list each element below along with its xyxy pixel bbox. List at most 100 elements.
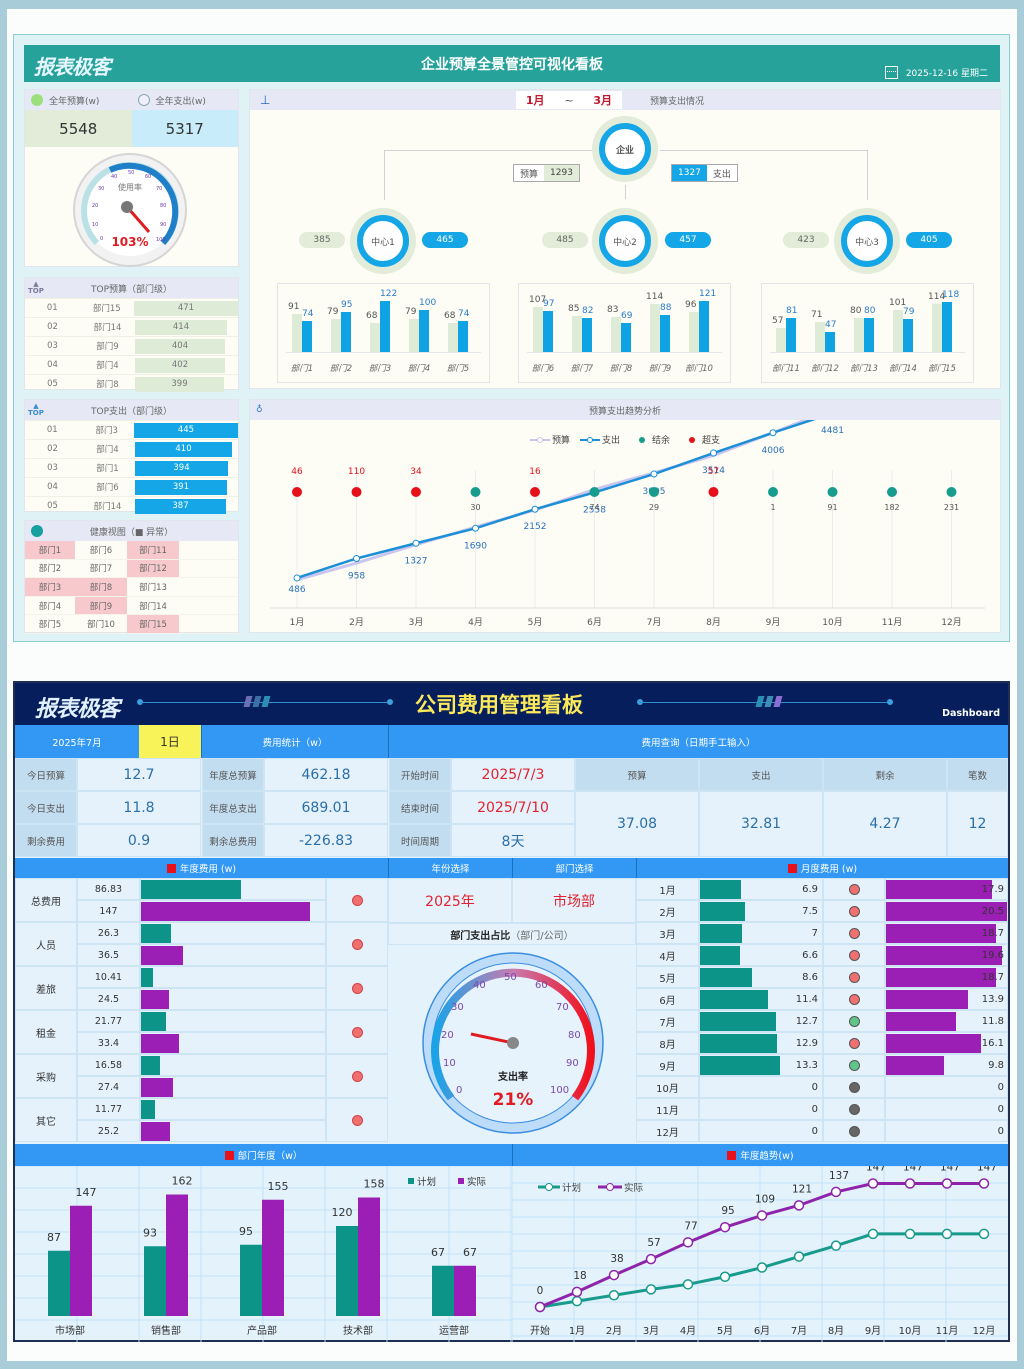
center1-budget-pill: 385 bbox=[299, 232, 345, 248]
annual-spend-value: 5317 bbox=[131, 110, 238, 147]
center2-spend-pill: 457 bbox=[665, 232, 711, 248]
svg-text:40: 40 bbox=[473, 980, 486, 991]
ranking-row[interactable]: 03 部门9 404 bbox=[25, 336, 238, 355]
ranking-row[interactable]: 02 部门4 410 bbox=[25, 439, 238, 458]
ranking-row[interactable]: 03 部门1 394 bbox=[25, 458, 238, 477]
today-value: 11.8 bbox=[77, 791, 201, 824]
status-indicator bbox=[823, 1010, 885, 1032]
center2-budget-pill: 485 bbox=[542, 232, 588, 248]
budget-icon bbox=[31, 94, 43, 106]
query-field-input[interactable]: 2025/7/3 bbox=[451, 758, 575, 791]
health-cell[interactable]: 部门4 bbox=[25, 597, 75, 616]
expense-category: 差旅 bbox=[15, 966, 77, 1010]
dept-label: 部门6 bbox=[531, 364, 555, 374]
stats-label: 年度总支出 bbox=[202, 791, 264, 824]
svg-text:预算: 预算 bbox=[552, 434, 570, 446]
svg-text:67: 67 bbox=[431, 1246, 445, 1259]
svg-text:110: 110 bbox=[348, 467, 365, 477]
ranking-row[interactable]: 01 部门15 471 bbox=[25, 298, 238, 317]
today-value: 0.9 bbox=[77, 824, 201, 857]
svg-text:120: 120 bbox=[332, 1206, 353, 1219]
svg-text:6月: 6月 bbox=[587, 617, 602, 628]
expense-dashboard-header: 报表极客 公司费用管理看板 Dashboard bbox=[15, 683, 1008, 725]
svg-text:12月: 12月 bbox=[973, 1325, 996, 1337]
svg-text:77: 77 bbox=[684, 1220, 697, 1232]
health-cell[interactable]: 部门11 bbox=[127, 541, 179, 560]
annual-budget-header: 全年预算(w) bbox=[25, 94, 132, 107]
page-title: 公司费用管理看板 bbox=[415, 693, 583, 717]
health-cell[interactable]: 部门7 bbox=[75, 560, 127, 579]
svg-text:10月: 10月 bbox=[899, 1325, 922, 1337]
svg-text:80: 80 bbox=[568, 1030, 581, 1041]
svg-text:2月: 2月 bbox=[606, 1325, 622, 1337]
svg-text:121: 121 bbox=[792, 1183, 812, 1195]
stats-label: 年度总预算 bbox=[202, 758, 264, 791]
org-node-center1[interactable]: 中心1 bbox=[350, 208, 416, 274]
today-label: 剩余费用 bbox=[15, 824, 77, 857]
svg-text:1月: 1月 bbox=[290, 617, 305, 628]
svg-text:10月: 10月 bbox=[822, 617, 842, 628]
calendar-icon bbox=[884, 66, 898, 79]
org-node-enterprise[interactable]: 企业 bbox=[592, 116, 658, 182]
month-header: 2025年7月 bbox=[15, 725, 139, 758]
stats-value: 689.01 bbox=[264, 791, 388, 824]
svg-text:市场部: 市场部 bbox=[55, 1324, 85, 1337]
ranking-row[interactable]: 04 部门6 391 bbox=[25, 477, 238, 496]
health-cell[interactable]: 部门3 bbox=[25, 578, 75, 597]
ranking-row[interactable]: 02 部门14 414 bbox=[25, 317, 238, 336]
dept-label: 部门2 bbox=[329, 364, 353, 374]
health-cell[interactable]: 部门13 bbox=[127, 578, 179, 597]
ranking-row[interactable]: 05 部门8 399 bbox=[25, 374, 238, 393]
year-select[interactable]: 2025年 bbox=[388, 878, 512, 923]
svg-text:30: 30 bbox=[470, 503, 480, 512]
svg-text:158: 158 bbox=[364, 1178, 385, 1191]
logo: 报表极客 bbox=[34, 55, 111, 79]
org-node-center2[interactable]: 中心2 bbox=[592, 208, 658, 274]
ranking-row[interactable]: 04 部门4 402 bbox=[25, 355, 238, 374]
dept-annual-chart: 87 147 市场部 93 162 销售部 95 155 产品部 120 158 技术部 67 67 运营部… bbox=[15, 1166, 512, 1342]
enterprise-spend-box: 1327 支出 bbox=[671, 164, 738, 182]
svg-text:超支: 超支 bbox=[702, 434, 720, 446]
day-selector[interactable]: 1日 bbox=[139, 725, 201, 758]
svg-text:20: 20 bbox=[441, 1030, 454, 1041]
ranking-row[interactable]: 01 部门3 445 bbox=[25, 420, 238, 439]
month-range-selector[interactable]: 1月 ~3月 bbox=[516, 91, 622, 109]
svg-text:40: 40 bbox=[111, 174, 117, 180]
dept-label: 部门7 bbox=[570, 364, 594, 374]
expense-category: 总费用 bbox=[15, 878, 77, 922]
health-cell[interactable]: 部门9 bbox=[75, 596, 127, 616]
annual-spend-header: 全年支出(w) bbox=[132, 94, 239, 107]
dept-label: 部门3 bbox=[368, 364, 392, 374]
health-cell[interactable]: 部门15 bbox=[127, 615, 179, 634]
svg-text:8月: 8月 bbox=[706, 617, 721, 628]
svg-text:3514: 3514 bbox=[702, 466, 725, 476]
svg-text:3月: 3月 bbox=[409, 617, 424, 628]
health-cell[interactable]: 部门6 bbox=[75, 541, 127, 560]
query-field-input[interactable]: 2025/7/10 bbox=[451, 791, 575, 824]
svg-text:产品部: 产品部 bbox=[247, 1324, 277, 1337]
svg-text:137: 137 bbox=[829, 1170, 849, 1182]
svg-text:90: 90 bbox=[160, 222, 166, 228]
health-cell[interactable]: 部门10 bbox=[75, 615, 127, 634]
svg-text:95: 95 bbox=[239, 1225, 253, 1238]
dept-ratio-title: 部门支出占比 （部门/公司） bbox=[388, 923, 636, 945]
svg-text:80: 80 bbox=[160, 203, 166, 209]
page-title: 企业预算全景管控可视化看板 bbox=[421, 57, 603, 73]
health-cell[interactable]: 部门12 bbox=[127, 559, 179, 579]
svg-text:支出率: 支出率 bbox=[497, 1070, 528, 1083]
query-field-input[interactable]: 8天 bbox=[451, 824, 575, 857]
health-cell[interactable]: 部门8 bbox=[75, 578, 127, 597]
svg-text:实际: 实际 bbox=[467, 1176, 487, 1188]
svg-text:90: 90 bbox=[566, 1058, 579, 1069]
health-cell[interactable]: 部门2 bbox=[25, 560, 75, 579]
dept-select[interactable]: 市场部 bbox=[512, 878, 636, 923]
status-indicator bbox=[823, 1120, 885, 1142]
stats-label: 剩余总费用 bbox=[202, 824, 264, 857]
health-cell[interactable]: 部门5 bbox=[25, 615, 75, 634]
svg-text:1月: 1月 bbox=[569, 1325, 585, 1337]
ranking-row[interactable]: 05 部门14 387 bbox=[25, 496, 238, 515]
health-cell[interactable]: 部门14 bbox=[127, 597, 179, 616]
org-node-center3[interactable]: 中心3 bbox=[834, 208, 900, 274]
health-cell[interactable]: 部门1 bbox=[25, 541, 75, 560]
svg-text:结余: 结余 bbox=[652, 434, 670, 446]
